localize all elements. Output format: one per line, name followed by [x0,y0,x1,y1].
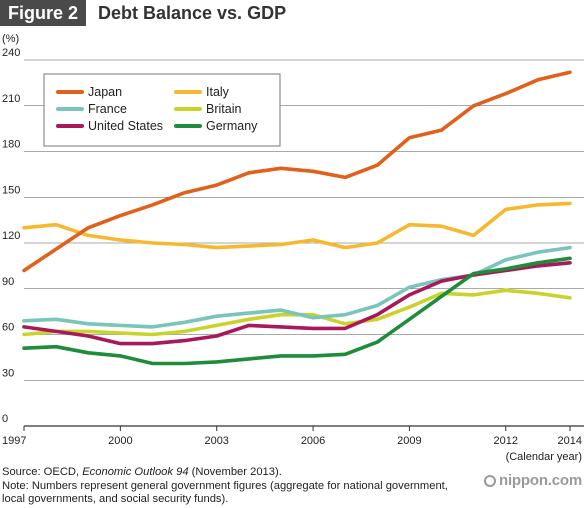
x-tick-label-2006: 2006 [301,435,325,447]
figure-number-badge: Figure 2 [0,0,87,26]
y-tick-label-180: 180 [2,139,20,151]
note-text: Note: Numbers represent general governme… [2,479,448,506]
x-axis-unit-label: (Calendar year) [506,451,582,463]
legend-label-united-states: United States [88,119,163,133]
x-tick-label-2012: 2012 [494,435,518,447]
x-tick-label-2014: 2014 [558,435,582,447]
legend-label-france: France [88,102,127,116]
source-suffix: (November 2013). [188,466,282,478]
y-tick-label-210: 210 [2,93,20,105]
series-line-france [22,245,572,329]
series-line-japan [22,70,572,273]
chart-title: Debt Balance vs. GDP [98,3,287,23]
brand-logo: nippon.com [484,472,582,489]
brand-circle-icon [484,474,496,487]
series-line-italy [22,201,572,250]
y-tick-label-90: 90 [2,276,14,288]
source-prefix: Source: OECD, [2,466,83,478]
y-tick-label-150: 150 [2,184,20,196]
legend-label-britain: Britain [206,102,241,116]
y-tick-label-0: 0 [2,413,8,425]
figure-header: Figure 2 Debt Balance vs. GDP [0,0,584,26]
y-tick-label-240: 240 [2,47,20,59]
x-tick-label-1997: 1997 [2,435,26,447]
y-axis-unit-label: (%) [2,33,19,45]
y-tick-label-120: 120 [2,230,20,242]
legend-label-japan: Japan [88,85,122,99]
legend-label-germany: Germany [206,119,258,133]
legend-label-italy: Italy [206,85,230,99]
x-tick-label-2003: 2003 [204,435,228,447]
source-note: Source: OECD, Economic Outlook 94 (Novem… [2,466,472,507]
x-tick-label-2009: 2009 [397,435,421,447]
x-tick-label-2000: 2000 [108,435,132,447]
source-publication: Economic Outlook 94 [82,466,189,478]
source-line: Source: OECD, Economic Outlook 94 (Novem… [2,466,472,480]
y-tick-label-60: 60 [2,322,14,334]
y-tick-label-30: 30 [2,367,14,379]
brand-name: nippon.com [499,472,582,489]
line-chart: 0 30 60 90 120 150 180 210 240 (%) 1997 2000 2003 200… [2,33,584,463]
series-line-germany [22,256,572,366]
